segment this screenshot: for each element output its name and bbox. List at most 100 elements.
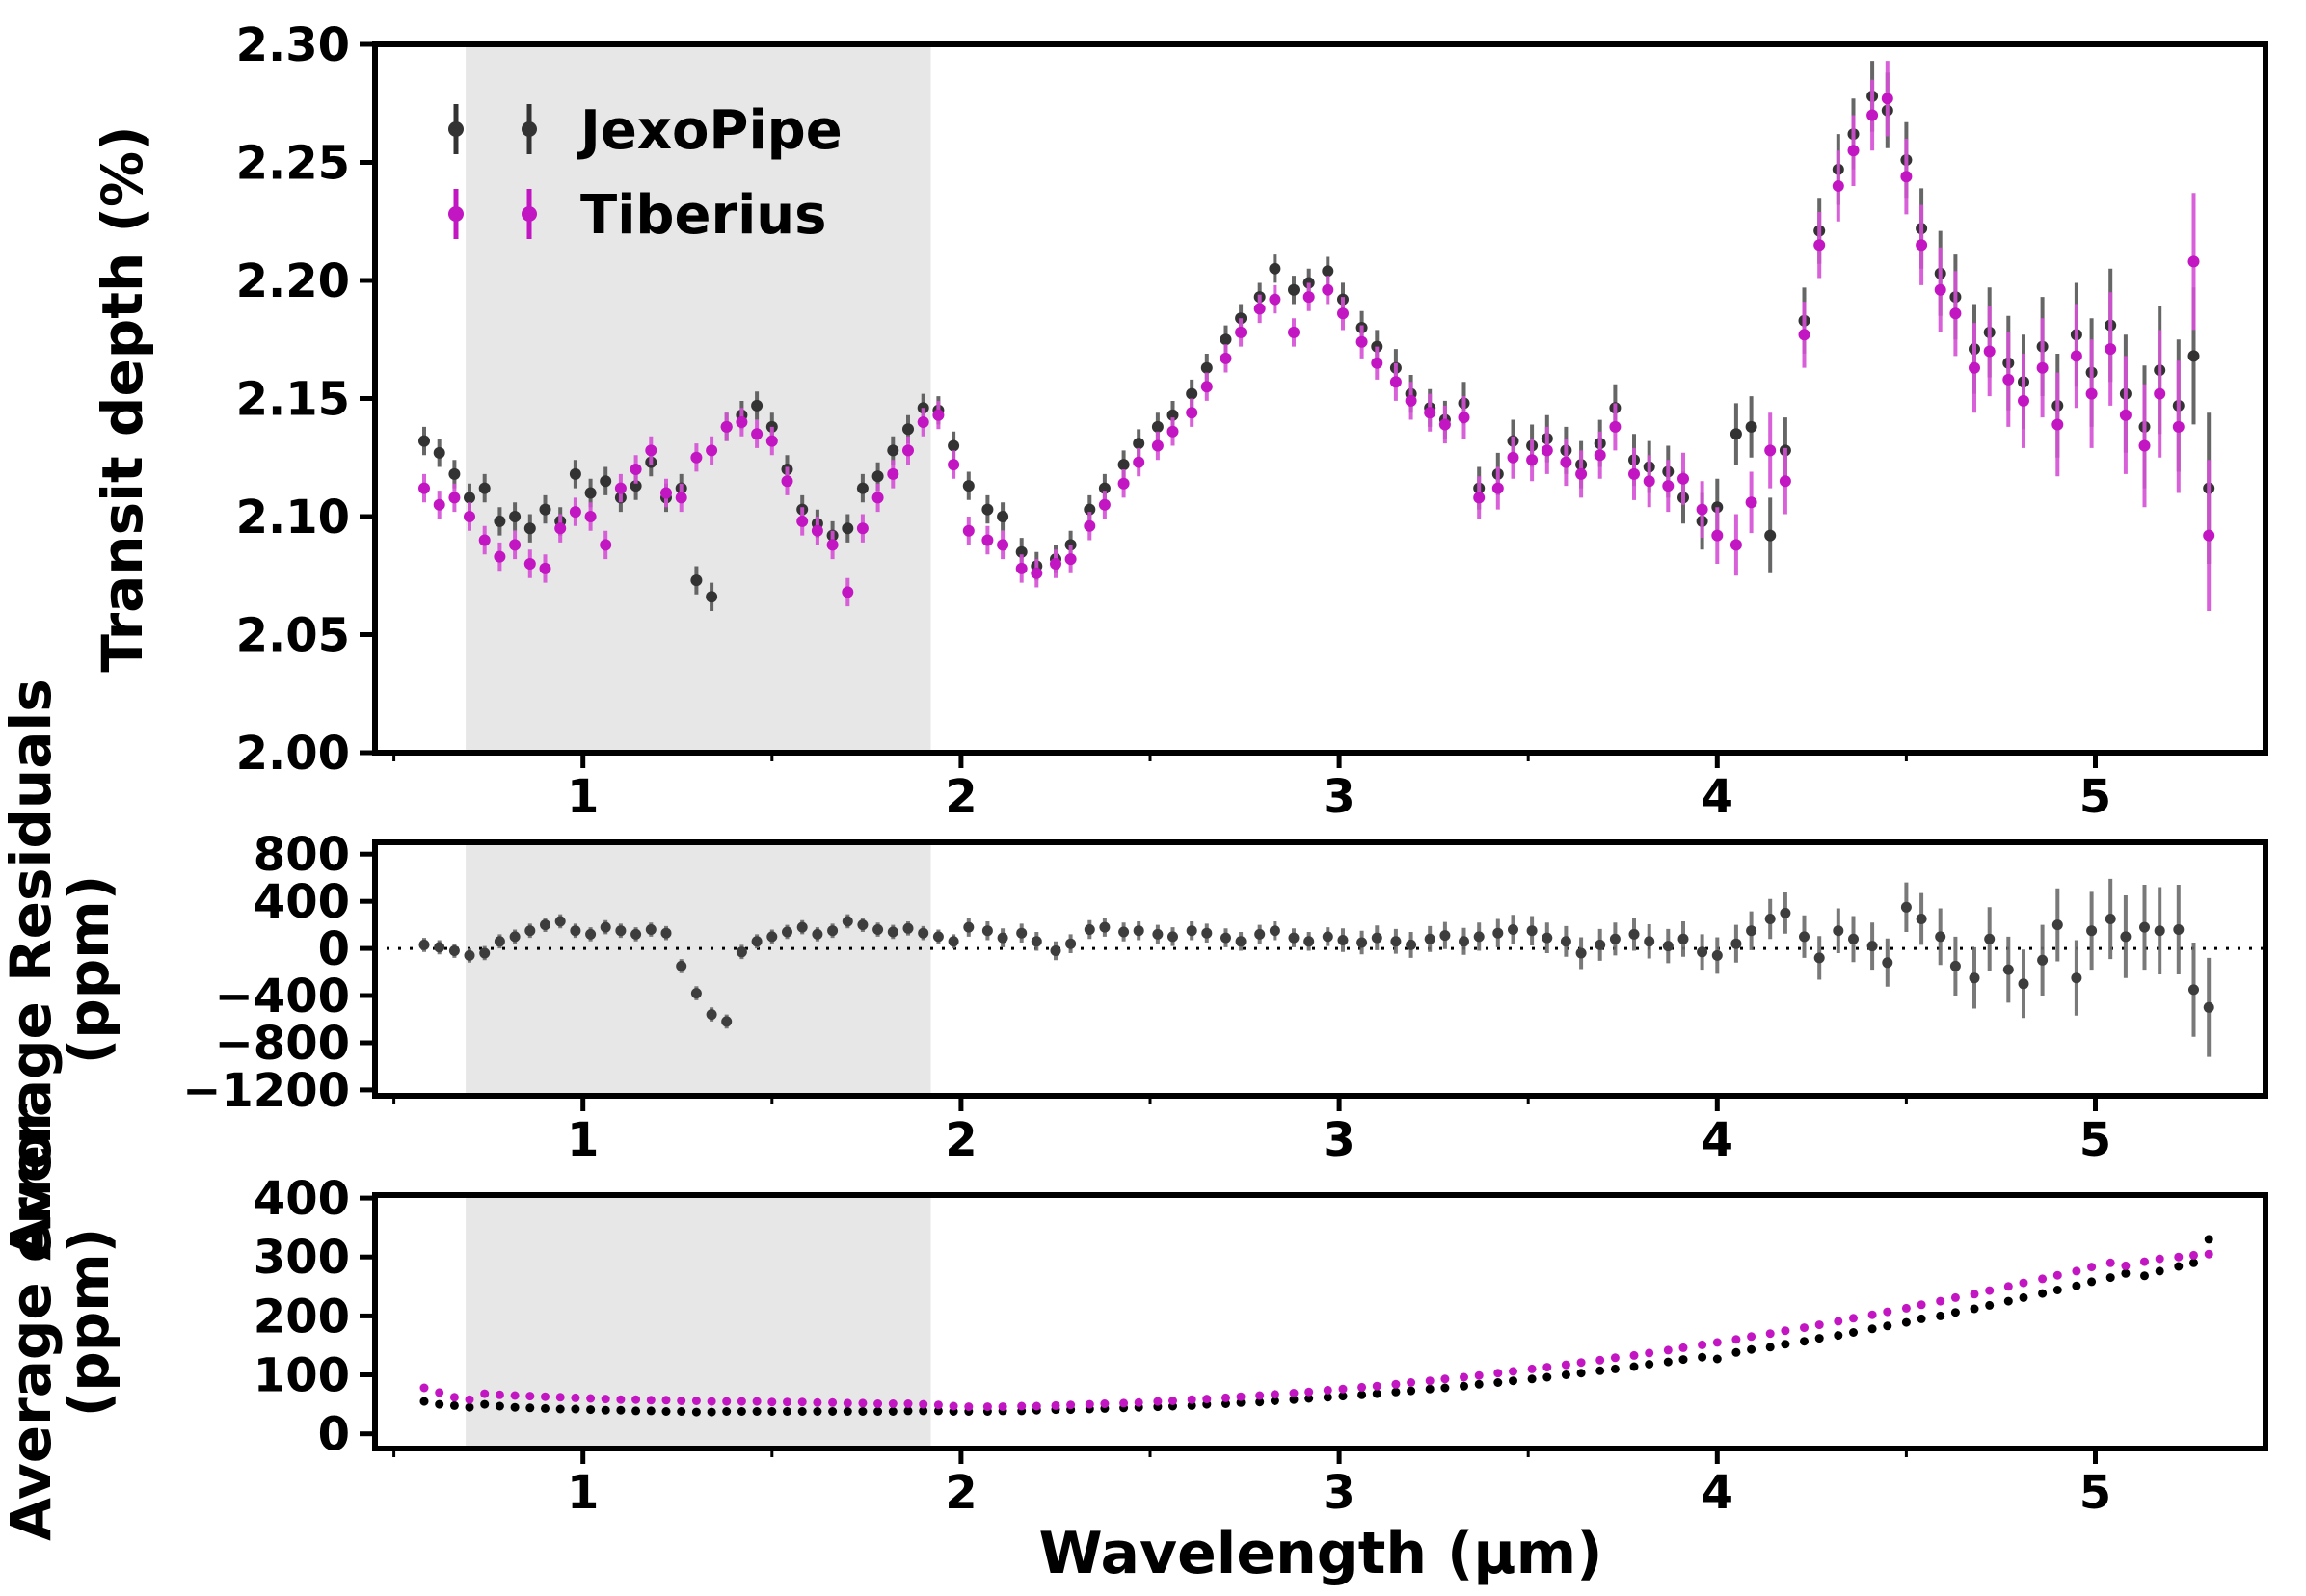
data-point [2038, 1289, 2048, 1298]
data-point [571, 1404, 580, 1414]
data-point [981, 534, 994, 546]
data-point [1916, 914, 1927, 924]
data-point [1542, 1363, 1552, 1372]
data-point [433, 446, 445, 459]
data-point [919, 1406, 928, 1416]
data-point [1288, 283, 1300, 296]
data-point [690, 451, 703, 464]
x-tick-label: 3 [1323, 770, 1354, 824]
data-point [811, 524, 823, 537]
data-point [1609, 420, 1622, 433]
data-point [1304, 1387, 1314, 1396]
legend: JexoPipe Tiberius [448, 99, 843, 247]
data-point [949, 1401, 958, 1411]
data-point [541, 1392, 550, 1401]
data-point [1541, 444, 1553, 457]
data-point [1731, 1347, 1741, 1357]
data-point [765, 435, 778, 447]
data-point [1221, 1393, 1230, 1402]
data-point [1595, 1366, 1605, 1375]
data-point [1814, 1334, 1824, 1343]
data-point [1883, 1321, 1892, 1331]
data-point [2138, 439, 2151, 452]
data-point [2140, 1271, 2149, 1281]
data-point [1031, 936, 1042, 947]
data-point [1425, 1376, 1435, 1386]
data-point [2019, 1292, 2028, 1302]
data-point [796, 921, 808, 933]
data-point [1575, 467, 1588, 480]
data-point [1390, 936, 1402, 947]
data-point [903, 1406, 913, 1416]
data-point [1439, 930, 1451, 942]
data-point [1677, 472, 1689, 485]
data-point [1099, 921, 1111, 933]
data-point [2174, 1252, 2184, 1262]
data-point [2085, 387, 2098, 400]
data-point [828, 1397, 838, 1407]
data-point [1814, 1320, 1824, 1330]
data-point [962, 480, 975, 492]
data-point [1576, 1358, 1586, 1368]
data-point [1527, 1364, 1537, 1373]
data-point [1270, 1390, 1279, 1399]
data-point [1152, 928, 1164, 940]
data-point [1084, 924, 1095, 935]
data-point [1355, 335, 1368, 348]
data-point [1084, 503, 1096, 516]
data-point [494, 550, 506, 563]
data-point [2187, 255, 2200, 268]
x-tick-label: 5 [2079, 770, 2111, 824]
data-point [2051, 418, 2064, 431]
data-point [1458, 412, 1470, 424]
data-point [1372, 1389, 1381, 1398]
data-point [2155, 1254, 2164, 1264]
data-point [812, 928, 823, 940]
data-point [1050, 558, 1061, 570]
data-point [2188, 984, 2199, 996]
data-point [1508, 924, 1518, 935]
data-point [1493, 1369, 1503, 1378]
legend-label: JexoPipe [576, 99, 843, 162]
data-point [2105, 1273, 2115, 1283]
data-point [2018, 978, 2029, 990]
legend-marker [448, 206, 464, 222]
data-point [737, 1407, 746, 1416]
data-point [871, 492, 884, 504]
data-point [1711, 529, 1724, 542]
data-point [586, 1405, 596, 1415]
data-point [1289, 1395, 1299, 1404]
data-point [1153, 1396, 1163, 1406]
data-point [1643, 475, 1655, 488]
data-point [464, 492, 475, 504]
data-point [998, 1402, 1007, 1412]
data-point [1867, 1310, 1877, 1319]
data-point [1936, 1311, 1945, 1320]
data-point [601, 1405, 610, 1415]
data-point [1473, 492, 1486, 504]
y-tick-label: 100 [254, 1349, 350, 1403]
data-point [827, 925, 839, 937]
data-point [433, 498, 445, 511]
series-residuals [418, 901, 2214, 1027]
y-tick-label: 800 [254, 828, 350, 882]
data-point [1253, 303, 1266, 315]
y-axis-label-average-error-line2: (ppm) [56, 1228, 121, 1418]
data-point [722, 1396, 732, 1406]
x-tick-label: 4 [1702, 1466, 1733, 1520]
data-point [2037, 954, 2049, 966]
data-point [2187, 350, 2200, 362]
data-point [1492, 927, 1504, 939]
data-point [2154, 925, 2165, 937]
data-point [1662, 480, 1675, 492]
data-point [919, 1399, 928, 1409]
data-point [586, 1394, 596, 1403]
data-point [1236, 1392, 1246, 1401]
data-point [584, 487, 597, 499]
data-point [843, 1407, 852, 1416]
data-point [1712, 1354, 1722, 1364]
data-point [1984, 933, 1996, 944]
data-point [1900, 901, 1912, 913]
data-point [614, 482, 627, 494]
data-point [1983, 345, 1996, 358]
